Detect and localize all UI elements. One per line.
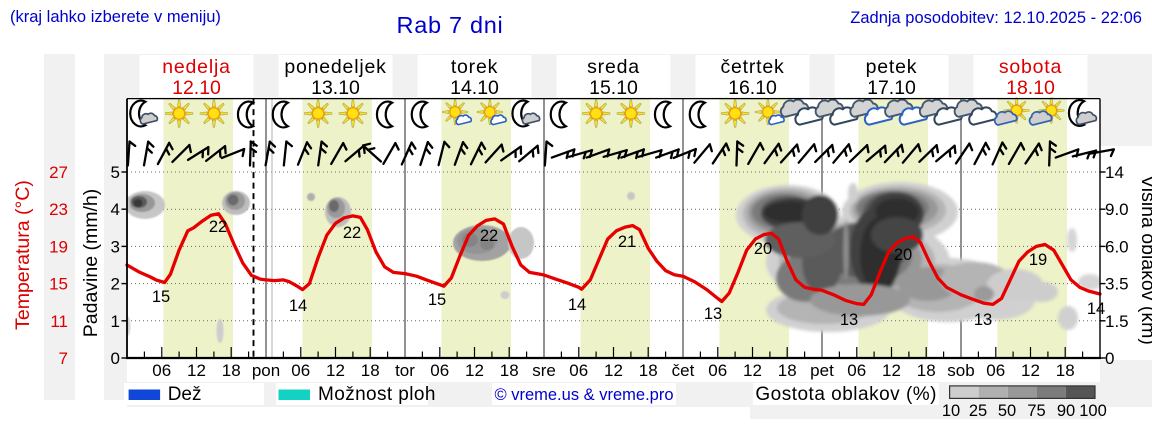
svg-text:06: 06 xyxy=(847,361,866,380)
svg-text:25: 25 xyxy=(969,402,987,420)
svg-text:10: 10 xyxy=(942,402,960,420)
svg-text:13: 13 xyxy=(704,305,722,323)
svg-text:18: 18 xyxy=(917,361,936,380)
svg-text:0: 0 xyxy=(111,349,120,368)
svg-text:22: 22 xyxy=(209,218,227,236)
svg-text:ponedeljek: ponedeljek xyxy=(284,56,386,78)
svg-text:50: 50 xyxy=(998,402,1016,420)
svg-text:06: 06 xyxy=(569,361,588,380)
svg-text:Rab 7 dni: Rab 7 dni xyxy=(397,12,504,38)
svg-text:20: 20 xyxy=(894,246,912,264)
svg-text:Zadnja posodobitev: 12.10.2025: Zadnja posodobitev: 12.10.2025 - 22:06 xyxy=(850,9,1142,27)
svg-text:18: 18 xyxy=(222,361,241,380)
svg-text:6.0: 6.0 xyxy=(1105,237,1129,256)
svg-text:Možnost ploh: Možnost ploh xyxy=(318,384,436,405)
svg-text:18: 18 xyxy=(361,361,380,380)
svg-text:1.5: 1.5 xyxy=(1105,312,1129,331)
svg-text:21: 21 xyxy=(618,233,636,251)
svg-text:19: 19 xyxy=(1029,251,1047,269)
svg-text:nedelja: nedelja xyxy=(162,56,231,78)
svg-text:17.10: 17.10 xyxy=(867,77,916,99)
svg-text:12.10: 12.10 xyxy=(172,77,221,99)
svg-text:90: 90 xyxy=(1057,402,1075,420)
svg-text:pon: pon xyxy=(252,361,280,380)
svg-text:16.10: 16.10 xyxy=(728,77,777,99)
svg-text:četrtek: četrtek xyxy=(720,56,784,78)
svg-text:Gostota oblakov (%): Gostota oblakov (%) xyxy=(755,384,937,405)
svg-text:13.10: 13.10 xyxy=(311,77,360,99)
svg-text:3: 3 xyxy=(111,237,120,256)
svg-text:1: 1 xyxy=(111,312,120,331)
svg-text:12: 12 xyxy=(187,361,206,380)
svg-text:Padavine (mm/h): Padavine (mm/h) xyxy=(80,189,102,337)
svg-text:tor: tor xyxy=(395,361,415,380)
svg-text:Višina oblakov (km): Višina oblakov (km) xyxy=(1137,175,1152,345)
svg-text:20: 20 xyxy=(754,240,772,258)
svg-text:18: 18 xyxy=(1056,361,1075,380)
svg-text:15: 15 xyxy=(152,288,170,306)
svg-text:4: 4 xyxy=(111,200,120,219)
svg-text:19: 19 xyxy=(49,237,68,256)
svg-text:sob: sob xyxy=(947,361,974,380)
svg-text:15: 15 xyxy=(428,291,446,309)
svg-text:18.10: 18.10 xyxy=(1006,77,1055,99)
svg-text:14: 14 xyxy=(1087,300,1105,318)
svg-text:100: 100 xyxy=(1079,402,1107,420)
svg-text:18: 18 xyxy=(639,361,658,380)
svg-text:Dež: Dež xyxy=(168,384,202,405)
svg-text:čet: čet xyxy=(672,361,695,380)
svg-text:14: 14 xyxy=(1105,163,1124,182)
svg-text:12: 12 xyxy=(743,361,762,380)
svg-text:12: 12 xyxy=(1021,361,1040,380)
svg-text:18: 18 xyxy=(778,361,797,380)
svg-text:06: 06 xyxy=(708,361,727,380)
svg-text:sobota: sobota xyxy=(999,56,1062,78)
svg-text:7: 7 xyxy=(59,349,68,368)
svg-text:06: 06 xyxy=(152,361,171,380)
svg-text:22: 22 xyxy=(343,224,361,242)
svg-text:75: 75 xyxy=(1027,402,1045,420)
svg-text:06: 06 xyxy=(291,361,310,380)
svg-text:06: 06 xyxy=(430,361,449,380)
svg-text:Temperatura (°C): Temperatura (°C) xyxy=(12,180,34,330)
svg-text:27: 27 xyxy=(49,163,68,182)
svg-text:3.5: 3.5 xyxy=(1105,275,1129,294)
svg-text:2: 2 xyxy=(111,275,120,294)
svg-text:13: 13 xyxy=(840,311,858,329)
svg-text:12: 12 xyxy=(604,361,623,380)
svg-text:sre: sre xyxy=(532,361,556,380)
svg-text:14: 14 xyxy=(568,296,586,314)
svg-text:9.0: 9.0 xyxy=(1105,200,1129,219)
svg-text:12: 12 xyxy=(465,361,484,380)
svg-text:sreda: sreda xyxy=(587,56,640,78)
svg-text:13: 13 xyxy=(974,311,992,329)
svg-text:15.10: 15.10 xyxy=(589,77,638,99)
svg-text:(kraj lahko izberete v meniju): (kraj lahko izberete v meniju) xyxy=(10,8,221,26)
svg-text:pet: pet xyxy=(810,361,834,380)
svg-text:11: 11 xyxy=(50,312,68,331)
svg-text:22: 22 xyxy=(480,227,498,245)
svg-text:15: 15 xyxy=(49,275,68,294)
svg-text:5: 5 xyxy=(111,163,120,182)
svg-text:0: 0 xyxy=(1105,349,1114,368)
svg-text:petek: petek xyxy=(866,56,918,78)
svg-text:23: 23 xyxy=(49,200,68,219)
svg-text:12: 12 xyxy=(882,361,901,380)
svg-text:12: 12 xyxy=(326,361,345,380)
svg-text:© vreme.us & vreme.pro: © vreme.us & vreme.pro xyxy=(494,386,673,404)
svg-text:torek: torek xyxy=(451,56,498,78)
svg-text:06: 06 xyxy=(986,361,1005,380)
svg-text:14.10: 14.10 xyxy=(450,77,499,99)
svg-text:18: 18 xyxy=(500,361,519,380)
svg-text:14: 14 xyxy=(289,297,307,315)
